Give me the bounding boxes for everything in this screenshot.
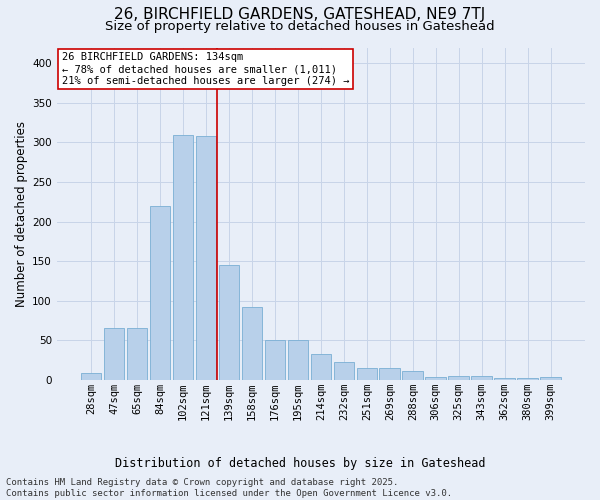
Bar (448, 376, 469, 380)
Bar (242, 307, 262, 380)
Bar (218, 265, 239, 380)
Bar (311, 354, 331, 380)
Bar (173, 134, 193, 380)
Bar (104, 328, 124, 380)
Bar (425, 376, 446, 380)
Bar (472, 376, 492, 380)
Y-axis label: Number of detached properties: Number of detached properties (15, 120, 28, 306)
Bar (541, 378, 561, 380)
Text: Size of property relative to detached houses in Gateshead: Size of property relative to detached ho… (105, 20, 495, 33)
Bar (81, 374, 101, 380)
Bar (379, 368, 400, 380)
Text: Distribution of detached houses by size in Gateshead: Distribution of detached houses by size … (115, 458, 485, 470)
Bar (127, 328, 148, 380)
Bar (517, 378, 538, 380)
Bar (334, 362, 354, 380)
Bar (196, 136, 217, 380)
Text: 26, BIRCHFIELD GARDENS, GATESHEAD, NE9 7TJ: 26, BIRCHFIELD GARDENS, GATESHEAD, NE9 7… (115, 8, 485, 22)
Text: 26 BIRCHFIELD GARDENS: 134sqm
← 78% of detached houses are smaller (1,011)
21% o: 26 BIRCHFIELD GARDENS: 134sqm ← 78% of d… (62, 52, 350, 86)
Bar (403, 371, 423, 380)
Bar (150, 206, 170, 380)
Bar (494, 378, 515, 380)
Text: Contains HM Land Registry data © Crown copyright and database right 2025.
Contai: Contains HM Land Registry data © Crown c… (6, 478, 452, 498)
Bar (356, 368, 377, 380)
Bar (287, 340, 308, 380)
Bar (265, 340, 285, 380)
